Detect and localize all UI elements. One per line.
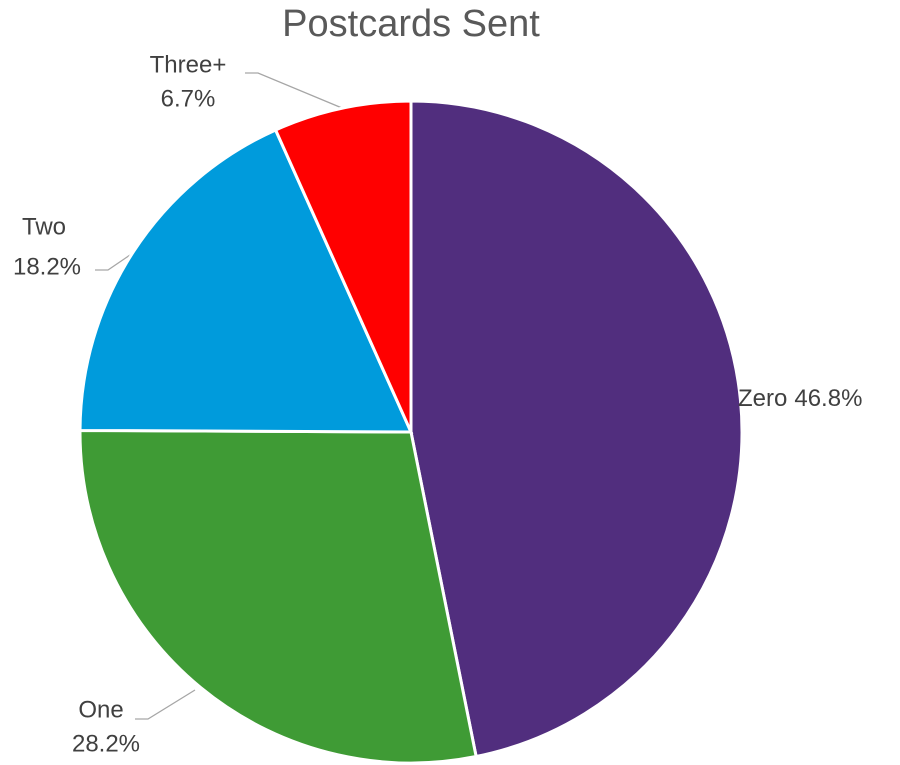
category-label: Zero <box>738 385 787 412</box>
pie-slice <box>78 428 478 765</box>
category-label: One <box>78 696 123 723</box>
leader-line <box>245 72 343 109</box>
pie-slice <box>273 99 413 433</box>
value-label: 18.2% <box>13 253 81 280</box>
value-label: 6.7% <box>161 85 216 112</box>
pie-slice <box>78 127 414 434</box>
value-label: 46.8% <box>794 385 862 412</box>
chart-title: Postcards Sent <box>282 3 540 45</box>
leader-line <box>135 689 196 720</box>
leader-line <box>95 254 131 271</box>
value-label: 28.2% <box>72 730 140 757</box>
category-label: Two <box>22 213 66 240</box>
data-label: Zero 46.8% <box>738 385 862 412</box>
pie-slice <box>409 99 744 759</box>
category-label: Three+ <box>150 51 227 78</box>
